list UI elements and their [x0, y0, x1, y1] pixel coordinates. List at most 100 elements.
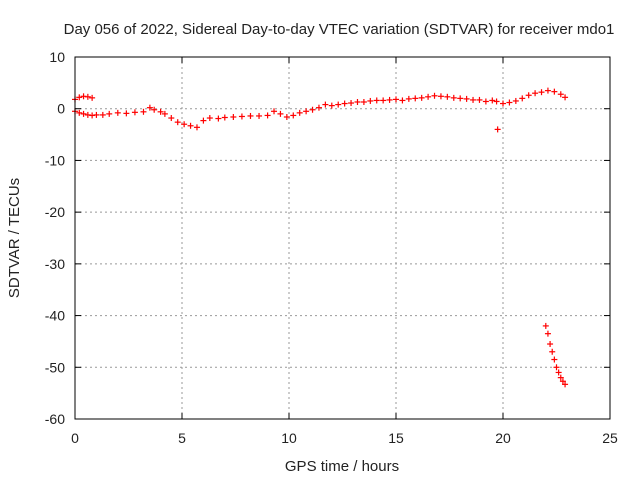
data-point: [99, 111, 106, 118]
y-tick-label: -40: [45, 308, 65, 324]
chart-title: Day 056 of 2022, Sidereal Day-to-day VTE…: [64, 21, 615, 38]
data-point: [256, 112, 263, 119]
data-point: [328, 102, 335, 109]
axis-ticks: 0 5 10 15 20 25 10 0 -10 -20 -30 -40 -50 -60: [45, 49, 618, 446]
data-point: [549, 348, 556, 355]
data-point: [532, 90, 539, 97]
data-point: [264, 112, 271, 119]
data-point: [538, 89, 545, 96]
data-point: [367, 97, 374, 104]
data-point: [500, 100, 506, 107]
data-point: [544, 330, 551, 337]
data-point: [335, 101, 342, 108]
data-point: [393, 96, 399, 103]
data-point: [131, 109, 138, 116]
x-tick-label: 10: [281, 430, 297, 446]
data-point: [418, 94, 425, 101]
y-tick-label: -20: [45, 204, 65, 220]
data-point: [277, 110, 284, 117]
data-point: [493, 98, 500, 105]
data-point: [151, 106, 158, 113]
data-point: [322, 101, 329, 108]
data-point: [450, 94, 457, 101]
data-point: [559, 378, 566, 385]
data-point: [431, 92, 438, 99]
x-tick-label: 0: [71, 430, 79, 446]
data-point: [412, 95, 419, 102]
data-point: [80, 110, 87, 117]
data-point: [555, 369, 562, 376]
data-point: [283, 113, 290, 120]
y-tick-label: -10: [45, 152, 65, 168]
data-point: [206, 115, 213, 122]
data-point: [238, 113, 245, 120]
data-point: [553, 364, 560, 371]
data-point: [405, 95, 412, 102]
data-point: [525, 92, 532, 99]
data-point: [512, 97, 519, 104]
data-point: [557, 91, 564, 98]
data-point: [562, 381, 569, 388]
data-point: [341, 100, 348, 107]
data-point: [309, 106, 316, 113]
data-point: [140, 108, 147, 115]
data-point: [482, 98, 489, 105]
y-axis-label: SDTVAR / TECUs: [6, 178, 23, 298]
data-point: [542, 322, 549, 329]
data-point: [489, 97, 496, 104]
data-point: [168, 115, 175, 122]
data-point: [271, 108, 278, 115]
data-point: [89, 94, 96, 101]
y-tick-label: -50: [45, 359, 65, 375]
data-point: [470, 96, 477, 103]
data-point: [551, 356, 558, 363]
data-point: [519, 95, 526, 102]
data-point: [114, 109, 121, 116]
data-point: [354, 98, 361, 105]
data-point: [506, 99, 513, 106]
data-point: [76, 94, 83, 101]
data-point: [290, 112, 297, 119]
x-tick-label: 20: [495, 430, 511, 446]
data-point: [386, 96, 393, 103]
plot-frame: [74, 56, 611, 420]
x-axis-label: GPS time / hours: [285, 458, 399, 475]
data-point: [221, 114, 228, 121]
data-point: [161, 110, 168, 117]
data-point: [373, 97, 380, 104]
data-point: [476, 96, 483, 103]
data-point: [562, 94, 569, 101]
data-point: [84, 93, 91, 100]
data-point: [348, 100, 355, 107]
data-point: [157, 108, 164, 115]
y-tick-label: -30: [45, 256, 65, 272]
data-point: [193, 124, 200, 131]
y-tick-label: -60: [45, 411, 65, 427]
data-point: [187, 122, 194, 129]
data-point: [463, 95, 470, 102]
data-point: [247, 112, 254, 119]
data-point: [380, 97, 387, 104]
y-tick-label: 0: [57, 101, 65, 117]
data-point: [547, 341, 554, 348]
x-tick-label: 15: [388, 430, 404, 446]
data-point: [146, 104, 153, 111]
data-point: [557, 374, 564, 381]
data-point: [106, 110, 113, 117]
data-point: [76, 109, 83, 116]
data-point: [315, 104, 322, 111]
data-point: [437, 93, 444, 100]
data-point: [399, 97, 406, 104]
data-point: [296, 109, 303, 116]
data-point: [425, 93, 432, 100]
data-point: [444, 93, 451, 100]
data-point: [551, 88, 558, 95]
data-points: [72, 87, 569, 388]
data-point: [360, 98, 367, 105]
data-point: [174, 119, 181, 126]
x-tick-label: 25: [602, 430, 618, 446]
y-tick-label: 10: [49, 49, 65, 65]
data-point: [123, 110, 130, 117]
